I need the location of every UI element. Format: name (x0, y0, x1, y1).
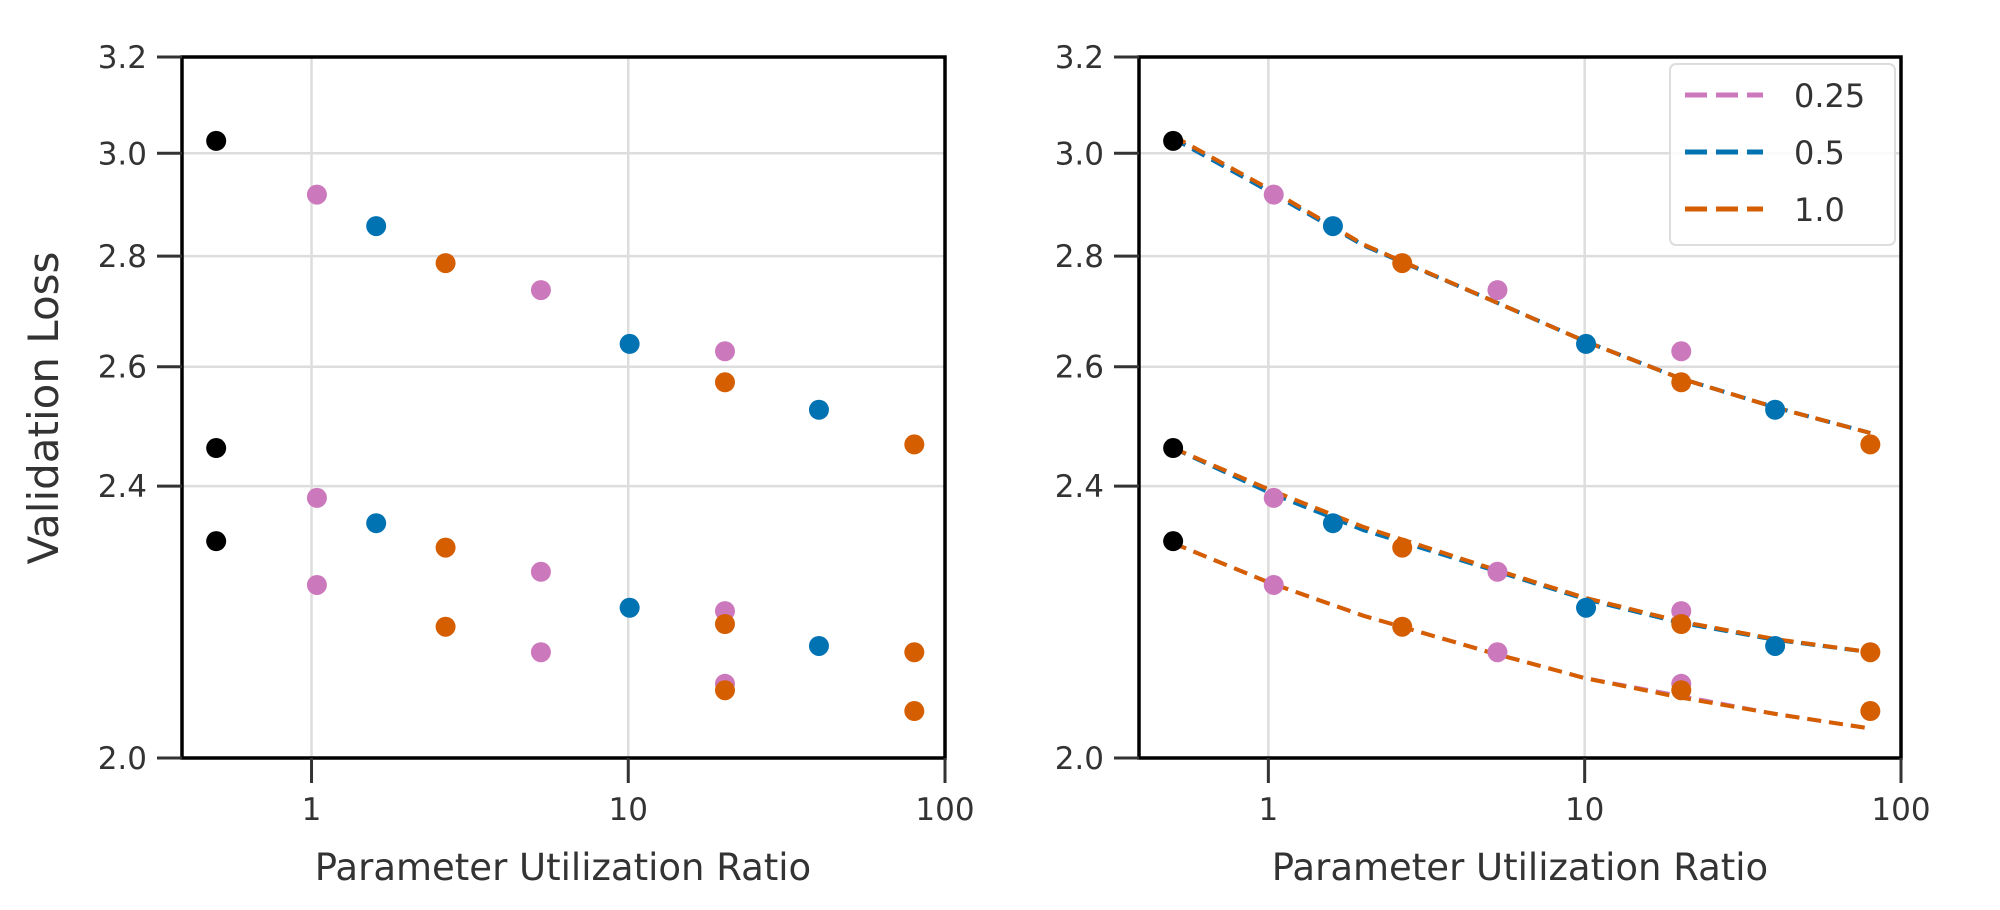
legend: 0.25 0.5 1.0 (1669, 63, 1896, 246)
data-point (619, 333, 640, 354)
legend-label: 1.0 (1794, 191, 1845, 229)
y-tick-label: 3.2 (98, 40, 147, 76)
data-point (206, 438, 227, 459)
left-panel: 1 10 100 2.0 2.4 2.6 2.8 3.0 3.2 (98, 40, 975, 828)
legend-box (1669, 63, 1896, 246)
legend-label: 0.25 (1794, 77, 1865, 115)
data-point (1860, 642, 1881, 663)
data-point (530, 280, 551, 301)
data-point (366, 216, 387, 237)
data-point (619, 597, 640, 618)
data-point (206, 130, 227, 151)
data-point (1322, 513, 1343, 534)
x-tick-label: 100 (915, 792, 974, 828)
x-tick-label: 1 (1258, 792, 1278, 828)
y-tick-label: 3.0 (98, 136, 147, 172)
data-point (1860, 701, 1881, 722)
x-tick-label: 10 (609, 792, 648, 828)
data-point (306, 487, 327, 508)
data-point (1163, 438, 1184, 459)
fit-curve-1.0 (1172, 446, 1871, 655)
fit-curve-1.0 (1172, 134, 1871, 435)
y-tick-label: 2.8 (98, 239, 147, 275)
data-point (1671, 614, 1692, 635)
data-point (1671, 372, 1692, 393)
data-point (306, 184, 327, 205)
fit-curve-0.5 (1172, 446, 1871, 655)
data-point (808, 399, 829, 420)
y-tick-label: 3.2 (1055, 40, 1104, 76)
data-point (306, 574, 327, 595)
data-point (1765, 399, 1786, 420)
right-panel: 1 10 100 2.0 2.4 2.6 2.8 3.0 3.2 0.25 0.5 1.0 (1055, 40, 1931, 828)
data-point (1263, 184, 1284, 205)
y-tick-label: 2.8 (1055, 239, 1104, 275)
data-point (1576, 597, 1597, 618)
data-point (1263, 574, 1284, 595)
data-point (1576, 333, 1597, 354)
data-point (1163, 531, 1184, 552)
legend-label: 0.5 (1794, 134, 1845, 172)
data-point (1163, 130, 1184, 151)
y-tick-label: 2.0 (98, 741, 147, 777)
data-point (1765, 635, 1786, 656)
data-point (435, 616, 456, 637)
data-point (1860, 434, 1881, 455)
data-point (1392, 537, 1413, 558)
data-point (366, 513, 387, 534)
data-point (904, 434, 925, 455)
data-point (1322, 216, 1343, 237)
data-point (1671, 341, 1692, 362)
x-tick-label: 100 (1871, 792, 1930, 828)
left-x-axis-label: Parameter Utilization Ratio (315, 846, 811, 889)
data-point (1671, 680, 1692, 701)
data-point (1263, 487, 1284, 508)
data-point (714, 341, 735, 362)
data-point (530, 561, 551, 582)
data-point (435, 537, 456, 558)
y-tick-label: 3.0 (1055, 136, 1104, 172)
data-point (808, 635, 829, 656)
x-tick-label: 1 (302, 792, 322, 828)
y-tick-label: 2.0 (1055, 741, 1104, 777)
y-tick-label: 2.6 (98, 350, 147, 386)
data-point (1487, 642, 1508, 663)
right-x-axis-label: Parameter Utilization Ratio (1272, 846, 1768, 889)
data-point (1392, 616, 1413, 637)
data-point (1392, 253, 1413, 274)
data-point (714, 372, 735, 393)
axes-frame (180, 55, 947, 760)
data-point (1487, 280, 1508, 301)
data-point (530, 642, 551, 663)
data-point (1487, 561, 1508, 582)
data-point (714, 614, 735, 635)
data-point (904, 701, 925, 722)
fit-curve-1.0 (1172, 541, 1871, 731)
x-tick-label: 10 (1565, 792, 1604, 828)
data-point (904, 642, 925, 663)
y-tick-label: 2.4 (1055, 469, 1104, 505)
y-tick-label: 2.6 (1055, 350, 1104, 386)
data-point (206, 531, 227, 552)
axes-frame (1137, 55, 1903, 760)
data-point (714, 680, 735, 701)
data-point (435, 253, 456, 274)
y-axis-label: Validation Loss (19, 252, 68, 565)
y-tick-label: 2.4 (98, 469, 147, 505)
